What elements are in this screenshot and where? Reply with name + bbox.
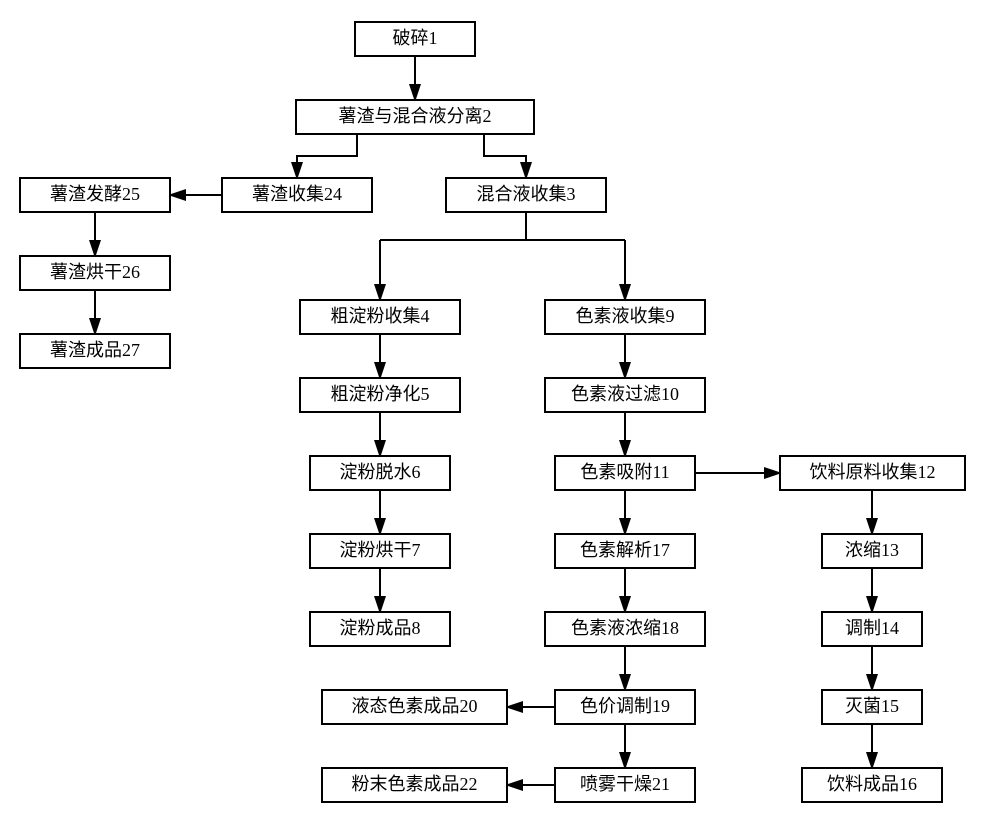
flow-node-label: 粉末色素成品22 (352, 774, 478, 794)
flow-node-n3: 混合液收集3 (446, 178, 606, 212)
flow-node-n22: 粉末色素成品22 (322, 768, 507, 802)
flow-node-n21: 喷雾干燥21 (555, 768, 695, 802)
flow-node-n24: 薯渣收集24 (222, 178, 372, 212)
flow-node-label: 色素液过滤10 (571, 384, 679, 404)
flow-node-label: 色素液浓缩18 (571, 618, 679, 638)
flow-node-label: 淀粉脱水6 (340, 462, 421, 482)
flow-node-label: 灭菌15 (845, 696, 899, 716)
flow-arrow (297, 134, 357, 178)
flow-node-label: 薯渣成品27 (50, 340, 140, 360)
flow-node-label: 粗淀粉收集4 (331, 306, 430, 326)
flow-node-label: 饮料成品16 (827, 774, 917, 794)
flow-node-label: 粗淀粉净化5 (331, 384, 430, 404)
flow-node-label: 色素液收集9 (576, 306, 675, 326)
flow-node-n1: 破碎1 (355, 22, 475, 56)
flow-node-label: 薯渣发酵25 (50, 184, 140, 204)
flow-node-n18: 色素液浓缩18 (545, 612, 705, 646)
flow-node-n19: 色价调制19 (555, 690, 695, 724)
flow-node-label: 淀粉成品8 (340, 618, 421, 638)
flow-arrow (484, 134, 526, 178)
flow-node-label: 调制14 (845, 618, 899, 638)
flow-node-label: 薯渣收集24 (252, 184, 342, 204)
flow-node-label: 淀粉烘干7 (340, 540, 421, 560)
flow-node-n10: 色素液过滤10 (545, 378, 705, 412)
flow-node-n4: 粗淀粉收集4 (300, 300, 460, 334)
flow-node-label: 饮料原料收集12 (810, 462, 936, 482)
flow-node-n16: 饮料成品16 (802, 768, 942, 802)
flow-node-n11: 色素吸附11 (555, 456, 695, 490)
flow-node-n7: 淀粉烘干7 (310, 534, 450, 568)
flow-node-n25: 薯渣发酵25 (20, 178, 170, 212)
flow-node-label: 色素吸附11 (580, 462, 669, 482)
flow-node-label: 浓缩13 (845, 540, 899, 560)
flow-node-n2: 薯渣与混合液分离2 (296, 100, 534, 134)
flow-node-n6: 淀粉脱水6 (310, 456, 450, 490)
flow-node-label: 薯渣与混合液分离2 (339, 106, 492, 126)
flow-node-n8: 淀粉成品8 (310, 612, 450, 646)
flow-node-label: 色素解析17 (580, 540, 670, 560)
flow-node-n15: 灭菌15 (822, 690, 922, 724)
flow-node-label: 薯渣烘干26 (50, 262, 140, 282)
flow-node-n5: 粗淀粉净化5 (300, 378, 460, 412)
flow-node-n14: 调制14 (822, 612, 922, 646)
flowchart-diagram: 破碎1 薯渣与混合液分离2 薯渣收集24 混合液收集3 薯渣发酵25 薯渣烘干26 薯渣成品… (0, 0, 1000, 827)
flow-node-n13: 浓缩13 (822, 534, 922, 568)
flow-node-n17: 色素解析17 (555, 534, 695, 568)
flow-node-n9: 色素液收集9 (545, 300, 705, 334)
flow-node-label: 混合液收集3 (477, 184, 576, 204)
flow-node-n12: 饮料原料收集12 (780, 456, 965, 490)
flow-node-label: 色价调制19 (580, 696, 670, 716)
flow-node-n27: 薯渣成品27 (20, 334, 170, 368)
flow-node-label: 液态色素成品20 (352, 696, 478, 716)
flow-node-n20: 液态色素成品20 (322, 690, 507, 724)
flow-node-label: 喷雾干燥21 (580, 774, 670, 794)
flow-node-label: 破碎1 (393, 28, 438, 48)
flow-node-n26: 薯渣烘干26 (20, 256, 170, 290)
